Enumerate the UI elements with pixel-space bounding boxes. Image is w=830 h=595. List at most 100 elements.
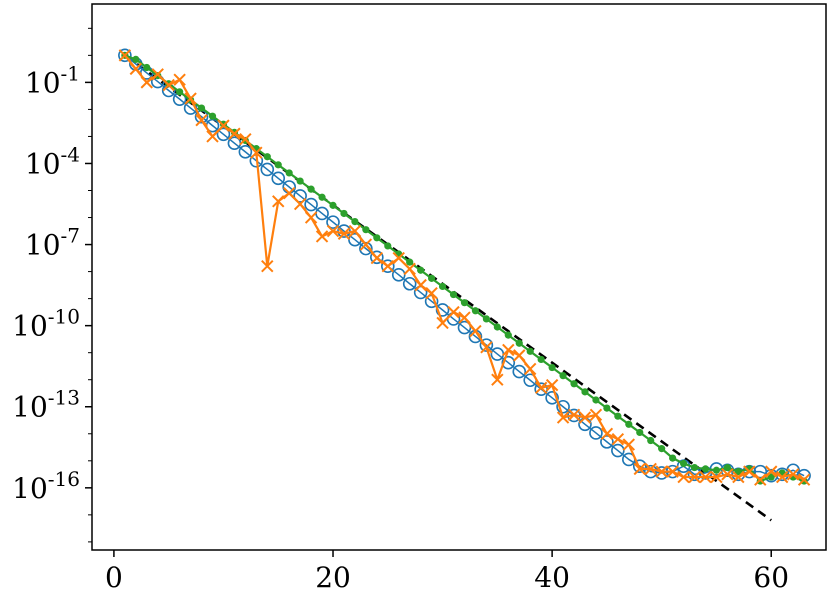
data-point-orange xyxy=(534,381,548,395)
data-point-green xyxy=(493,323,501,331)
data-point-orange xyxy=(710,470,723,484)
data-point-orange xyxy=(633,462,646,476)
data-point-blue xyxy=(501,355,516,370)
data-point-orange xyxy=(184,92,197,105)
data-point-green xyxy=(132,55,140,64)
data-point-orange xyxy=(370,251,384,265)
data-point-orange xyxy=(272,195,285,208)
data-point-green xyxy=(274,161,282,169)
data-point-green xyxy=(690,463,699,472)
data-point-green xyxy=(471,307,480,315)
data-point-green xyxy=(504,331,512,339)
data-point-blue xyxy=(271,171,286,186)
data-point-green xyxy=(307,185,315,193)
x-tick-label: 20 xyxy=(315,561,351,594)
data-point-green xyxy=(515,339,523,347)
data-point-orange xyxy=(611,432,625,446)
data-point-green xyxy=(614,412,622,420)
data-point-green xyxy=(482,315,490,323)
data-point-blue xyxy=(643,464,658,479)
series-orange xyxy=(118,49,811,486)
data-point-green xyxy=(625,420,633,428)
data-point-blue xyxy=(304,197,318,212)
data-point-orange xyxy=(315,230,329,243)
data-point-blue xyxy=(216,127,231,142)
data-point-green xyxy=(197,104,206,112)
data-point-green xyxy=(176,88,184,96)
data-point-green xyxy=(351,217,359,226)
data-point-green xyxy=(647,436,655,445)
data-point-green xyxy=(406,258,414,266)
data-point-orange xyxy=(348,224,362,238)
data-point-orange xyxy=(513,349,526,362)
data-point-green xyxy=(285,169,293,177)
x-tick-label: 0 xyxy=(105,561,123,594)
data-point-orange xyxy=(754,473,767,486)
data-point-green xyxy=(723,463,732,472)
data-point-blue xyxy=(260,162,275,177)
data-point-orange xyxy=(403,262,416,276)
data-point-orange xyxy=(228,127,241,140)
data-point-green xyxy=(712,466,721,474)
data-point-orange xyxy=(239,132,252,146)
reference-dashed-line xyxy=(124,54,772,522)
data-point-orange xyxy=(337,227,351,240)
data-point-green xyxy=(449,290,458,299)
data-point-orange xyxy=(644,462,657,476)
data-point-green xyxy=(428,274,436,282)
series-blue xyxy=(118,48,811,483)
data-point-orange xyxy=(480,341,493,354)
data-point-orange xyxy=(392,251,405,265)
data-point-green xyxy=(296,177,304,185)
data-point-orange xyxy=(545,378,559,392)
x-tick-label: 40 xyxy=(534,561,570,594)
data-point-orange xyxy=(293,197,307,211)
data-point-orange xyxy=(304,211,318,224)
data-point-orange xyxy=(721,468,734,481)
data-point-orange xyxy=(217,119,230,132)
series-green xyxy=(121,51,808,485)
data-point-orange xyxy=(162,78,175,92)
data-point-green xyxy=(438,282,447,291)
y-tick-label: 10-7 xyxy=(25,224,80,262)
data-point-green xyxy=(526,347,534,355)
data-point-orange xyxy=(699,470,712,484)
data-point-orange xyxy=(261,259,274,273)
data-point-blue xyxy=(632,459,647,474)
data-point-orange xyxy=(578,411,592,424)
data-point-orange xyxy=(436,316,449,330)
series-orange-line xyxy=(124,54,805,481)
data-point-orange xyxy=(326,224,340,238)
data-point-blue xyxy=(402,276,417,291)
data-point-orange xyxy=(173,73,186,86)
data-point-orange xyxy=(567,408,581,422)
data-point-green xyxy=(701,465,710,473)
data-point-orange xyxy=(129,62,143,76)
data-point-orange xyxy=(447,305,460,319)
data-point-orange xyxy=(195,114,208,127)
data-point-blue xyxy=(556,399,570,414)
data-point-orange xyxy=(151,68,164,81)
series-layer xyxy=(118,48,811,522)
data-point-green xyxy=(669,454,677,462)
data-point-green xyxy=(658,445,666,453)
y-tick-label: 10-13 xyxy=(12,386,80,424)
data-point-orange xyxy=(786,468,800,481)
data-point-blue xyxy=(326,215,340,229)
data-point-orange xyxy=(589,408,603,422)
data-point-orange xyxy=(775,470,789,484)
data-point-orange xyxy=(677,470,690,484)
data-point-blue xyxy=(435,303,450,317)
data-point-green xyxy=(143,63,151,72)
data-point-blue xyxy=(600,435,614,449)
data-point-blue xyxy=(238,145,253,159)
data-point-green xyxy=(592,396,600,404)
data-point-orange xyxy=(359,238,373,251)
data-point-green xyxy=(570,380,578,388)
data-point-orange xyxy=(655,465,668,478)
y-tick-label: 10-16 xyxy=(12,467,80,505)
y-tick-label: 10-10 xyxy=(12,305,80,343)
data-point-green xyxy=(208,112,217,120)
data-point-green xyxy=(603,404,611,412)
